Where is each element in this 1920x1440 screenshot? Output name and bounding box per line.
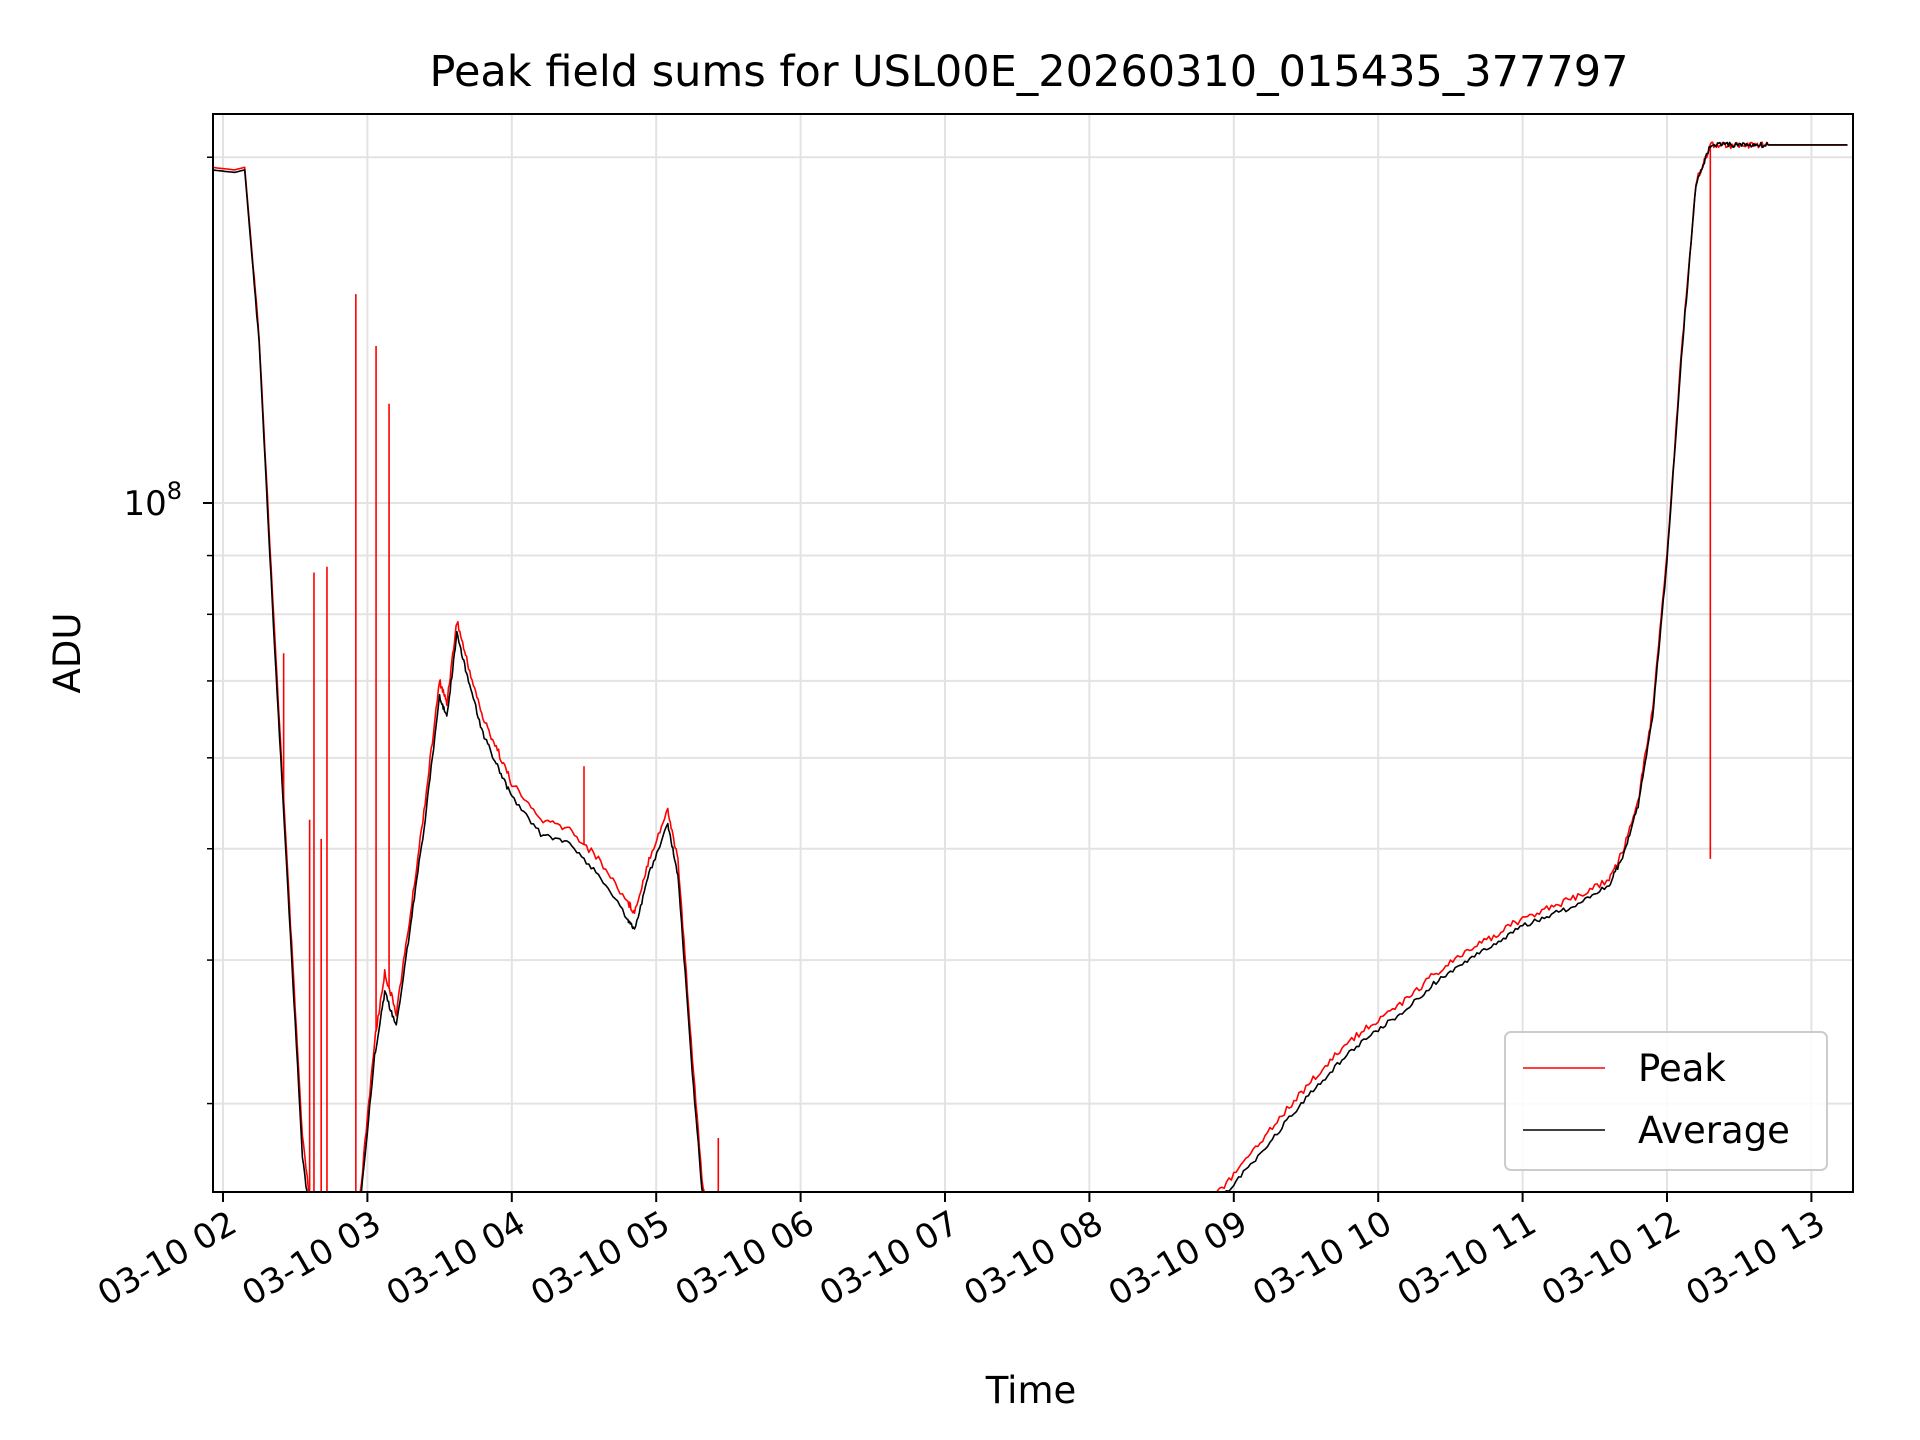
series-line-average bbox=[213, 141, 1848, 1192]
y-tick-label: 108 bbox=[123, 477, 182, 524]
series-layer bbox=[213, 141, 1848, 1192]
legend-label-peak: Peak bbox=[1638, 1047, 1726, 1090]
series-line-peak bbox=[213, 141, 1848, 1192]
chart-title: Peak field sums for USL00E_20260310_0154… bbox=[430, 47, 1629, 97]
legend: Peak Average bbox=[1504, 1031, 1828, 1171]
x-axis-label: Time bbox=[985, 1369, 1077, 1412]
plot-frame bbox=[212, 113, 1854, 1193]
series-group bbox=[213, 141, 1848, 1192]
y-axis-label: ADU bbox=[46, 613, 89, 694]
grid bbox=[213, 114, 1853, 1192]
legend-box bbox=[1504, 1031, 1828, 1171]
legend-label-average: Average bbox=[1638, 1109, 1790, 1152]
